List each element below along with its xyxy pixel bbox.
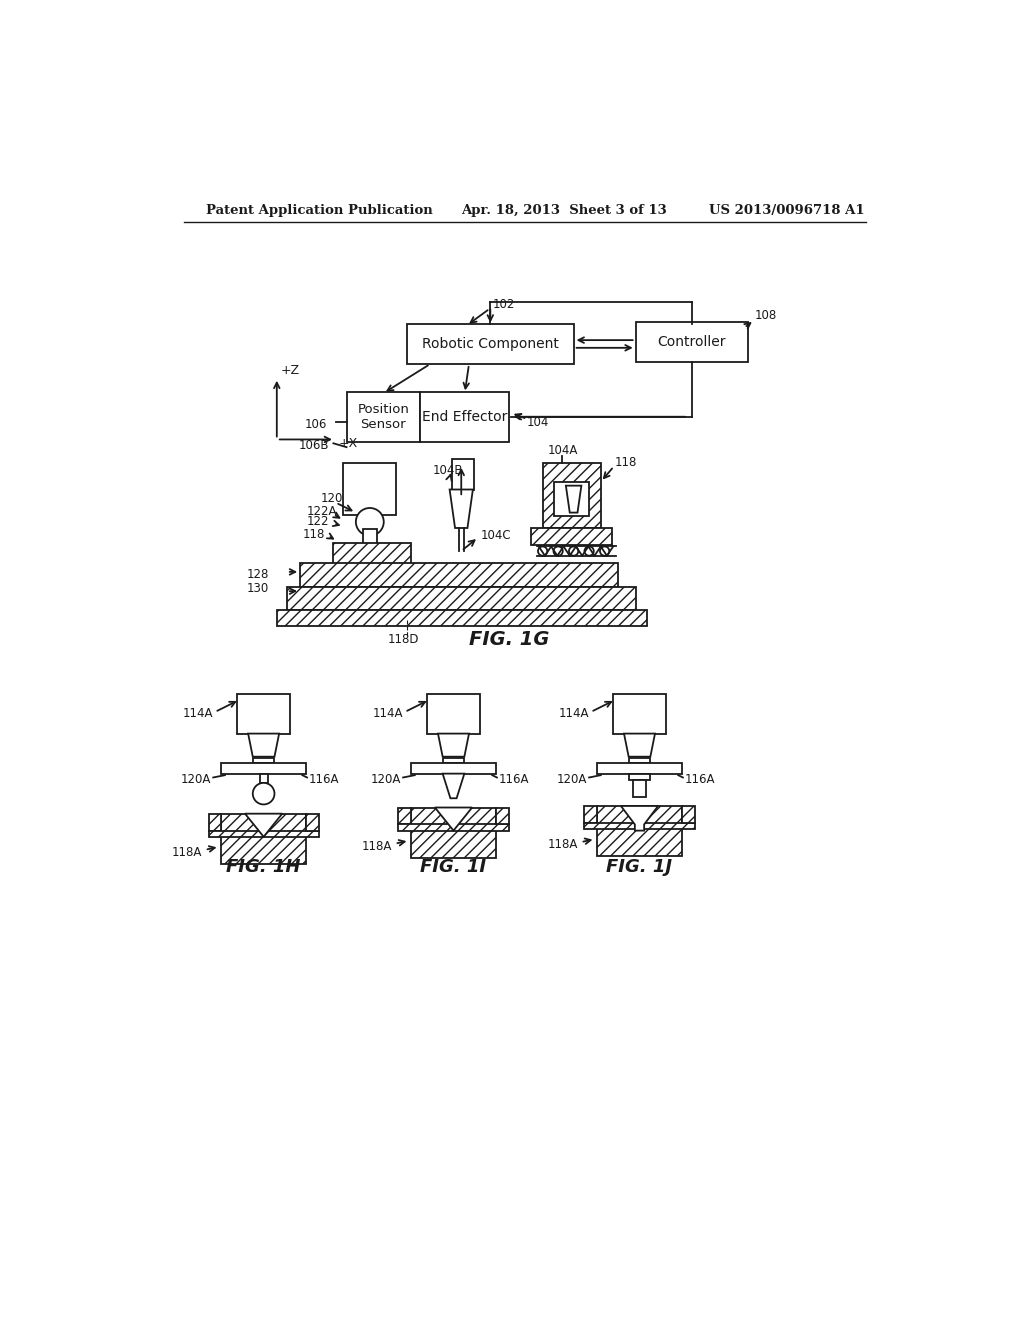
Text: FIG. 1G: FIG. 1G <box>469 630 549 649</box>
Bar <box>597 763 682 774</box>
Text: 104B: 104B <box>432 463 463 477</box>
Bar <box>442 758 464 763</box>
Text: US 2013/0096718 A1: US 2013/0096718 A1 <box>710 205 865 218</box>
Text: 106: 106 <box>305 417 327 430</box>
Bar <box>209 830 318 837</box>
Bar <box>597 807 682 857</box>
Text: 118D: 118D <box>388 634 419 647</box>
Text: Patent Application Publication: Patent Application Publication <box>206 205 432 218</box>
Circle shape <box>253 783 274 804</box>
Text: 120A: 120A <box>180 774 211 787</box>
Polygon shape <box>442 774 464 799</box>
Text: Position
Sensor: Position Sensor <box>357 403 410 430</box>
Bar <box>427 693 480 734</box>
Polygon shape <box>435 808 472 830</box>
Text: 122A: 122A <box>306 504 337 517</box>
Text: Robotic Component: Robotic Component <box>422 337 559 351</box>
Bar <box>221 813 306 863</box>
Bar <box>334 544 411 565</box>
Text: 118: 118 <box>614 455 637 469</box>
Text: FIG. 1J: FIG. 1J <box>606 858 673 875</box>
Bar <box>633 780 646 797</box>
Bar <box>398 825 509 830</box>
Bar <box>585 807 597 822</box>
Circle shape <box>585 546 594 556</box>
Polygon shape <box>624 734 655 756</box>
Text: 102: 102 <box>493 298 515 312</box>
Text: FIG. 1H: FIG. 1H <box>226 858 301 875</box>
Circle shape <box>569 546 579 556</box>
Text: +X: +X <box>339 437 358 450</box>
Circle shape <box>600 546 609 556</box>
Text: 116A: 116A <box>308 774 339 787</box>
Bar <box>343 462 396 515</box>
Text: 120A: 120A <box>371 774 400 787</box>
Text: 120: 120 <box>321 492 343 506</box>
Bar <box>407 323 573 364</box>
Text: End Effector: End Effector <box>422 409 508 424</box>
Text: 114A: 114A <box>373 708 403 721</box>
Text: +Z: +Z <box>281 363 300 376</box>
Polygon shape <box>450 490 473 528</box>
Bar <box>221 763 306 774</box>
Text: 108: 108 <box>755 309 776 322</box>
Circle shape <box>538 546 547 556</box>
Text: 116A: 116A <box>684 774 715 787</box>
Text: Controller: Controller <box>657 335 726 348</box>
Bar <box>306 813 318 830</box>
Text: 130: 130 <box>247 582 269 594</box>
Bar <box>452 459 474 490</box>
Bar <box>531 528 612 545</box>
Text: 106B: 106B <box>299 440 329 453</box>
Text: 118A: 118A <box>172 846 203 859</box>
Text: 104: 104 <box>527 416 550 429</box>
Bar <box>398 808 411 825</box>
Text: 118A: 118A <box>361 840 392 853</box>
Bar <box>300 562 617 587</box>
Bar <box>554 482 589 516</box>
Text: 104C: 104C <box>480 529 511 543</box>
Text: 116A: 116A <box>499 774 529 787</box>
Text: 118: 118 <box>302 528 325 541</box>
Text: FIG. 1I: FIG. 1I <box>421 858 486 875</box>
Bar <box>585 822 694 829</box>
Polygon shape <box>621 807 658 830</box>
Bar <box>411 808 496 858</box>
Text: 104A: 104A <box>548 445 579 458</box>
Polygon shape <box>438 734 469 756</box>
Bar <box>613 693 666 734</box>
Bar <box>629 758 650 763</box>
Text: Apr. 18, 2013  Sheet 3 of 13: Apr. 18, 2013 Sheet 3 of 13 <box>461 205 667 218</box>
Text: 128: 128 <box>247 568 269 581</box>
Circle shape <box>554 546 563 556</box>
Bar <box>636 322 748 362</box>
Circle shape <box>356 508 384 536</box>
Bar <box>346 392 420 442</box>
Text: 120A: 120A <box>556 774 587 787</box>
Bar <box>276 610 647 626</box>
Bar <box>287 587 636 610</box>
Bar <box>629 774 650 780</box>
Text: 122: 122 <box>306 515 329 528</box>
Bar <box>362 529 377 544</box>
Bar <box>209 813 221 830</box>
Text: 114A: 114A <box>182 708 213 721</box>
Bar <box>543 462 601 528</box>
Text: 114A: 114A <box>559 708 589 721</box>
Text: 118A: 118A <box>548 838 579 851</box>
Polygon shape <box>248 734 280 756</box>
Bar <box>411 763 496 774</box>
Bar <box>253 758 274 763</box>
Bar <box>682 807 694 822</box>
Polygon shape <box>566 486 582 512</box>
Polygon shape <box>245 813 283 837</box>
Bar <box>420 392 509 442</box>
Bar <box>238 693 290 734</box>
Bar <box>496 808 509 825</box>
Bar <box>260 774 267 783</box>
